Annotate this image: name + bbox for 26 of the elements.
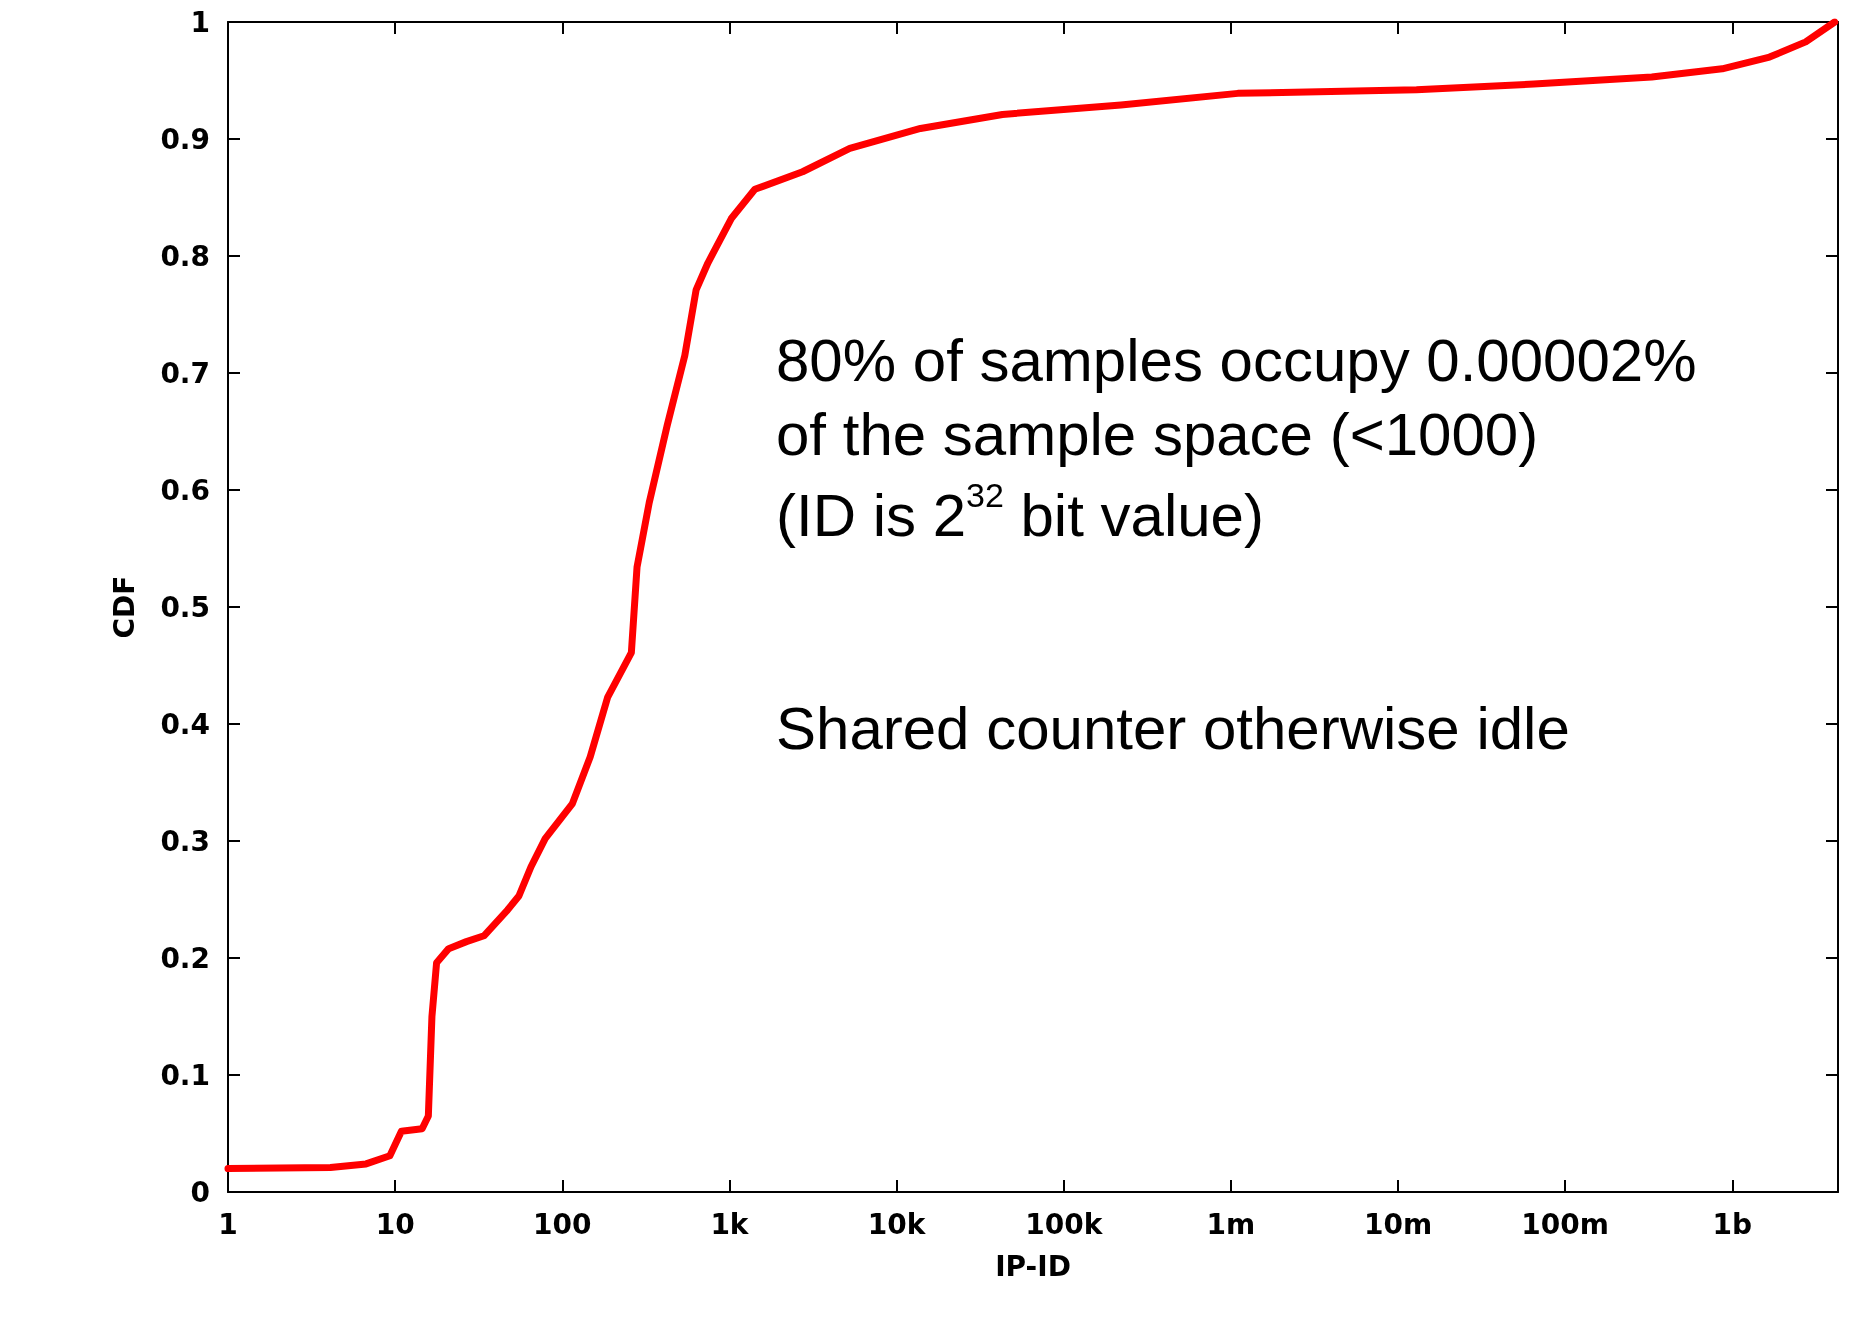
x-tick-label: 10: [375, 1207, 415, 1241]
y-tick-label: 0.7: [160, 356, 210, 390]
y-tick-label: 0.6: [160, 473, 210, 507]
x-tick-label: 10k: [867, 1207, 927, 1241]
x-tick-label: 100k: [1025, 1207, 1104, 1241]
y-tick-label: 0.3: [160, 824, 210, 858]
y-tick-label: 0.2: [160, 941, 210, 975]
x-tick-label: 1k: [710, 1207, 750, 1241]
x-tick-label: 1m: [1206, 1207, 1256, 1241]
annotation: of the sample space (<1000): [776, 400, 1539, 468]
y-tick-label: 0: [190, 1175, 210, 1209]
y-tick-label: 0.5: [160, 590, 210, 624]
y-tick-label: 1: [190, 5, 210, 39]
x-tick-label: 10m: [1363, 1207, 1433, 1241]
x-tick-label: 1: [218, 1207, 238, 1241]
x-tick-label: 1b: [1712, 1207, 1753, 1241]
y-tick-label: 0.1: [160, 1058, 210, 1092]
x-tick-label: 100m: [1521, 1207, 1609, 1241]
x-tick-label: 100: [533, 1207, 592, 1241]
y-tick-label: 0.8: [160, 239, 210, 273]
x-axis-title: IP-ID: [995, 1249, 1071, 1283]
annotation: Shared counter otherwise idle: [776, 694, 1570, 762]
annotation: 80% of samples occupy 0.00002%: [776, 326, 1697, 394]
y-tick-label: 0.4: [160, 707, 210, 741]
y-axis-title: CDF: [107, 575, 141, 639]
y-tick-label: 0.9: [160, 122, 210, 156]
